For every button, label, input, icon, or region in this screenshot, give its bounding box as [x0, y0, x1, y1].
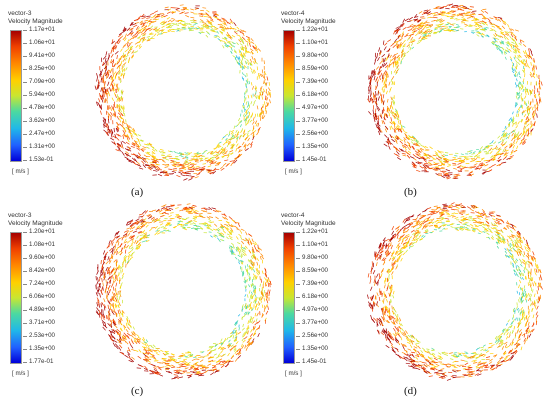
legend-tick: 1.31e+00: [23, 143, 55, 150]
legend-tick: 4.97e+00: [296, 104, 328, 111]
legend-name: vector-3: [8, 10, 32, 17]
legend-tick: 6.06e+00: [23, 293, 55, 300]
caption-c: (c): [131, 385, 144, 397]
caption-b: (b): [404, 186, 417, 198]
legend-tick: 1.06e+01: [23, 39, 55, 46]
vector-arrows: [367, 3, 543, 180]
velocity-vector-ring-b: [367, 3, 543, 180]
legend-tick: 8.42e+00: [23, 267, 55, 274]
caption-d: (d): [404, 385, 417, 397]
legend-tick: 9.41e+00: [23, 52, 55, 59]
legend-tick: 1.10e+01: [296, 241, 328, 248]
legend-name: vector-3: [8, 212, 32, 219]
legend-tick: 8.59e+00: [296, 65, 328, 72]
legend-tick: 5.94e+00: [23, 91, 55, 98]
legend-tick: 1.08e+01: [23, 241, 55, 248]
legend-tick: 1.45e-01: [295, 156, 327, 163]
legend-tick: 2.53e+00: [23, 332, 55, 339]
legend-tick: 7.39e+00: [296, 78, 328, 85]
legend-tick: 1.22e+01: [296, 228, 328, 235]
legend-tick: 1.53e-01: [22, 156, 54, 163]
legend-tick: 2.47e+00: [23, 130, 55, 137]
legend-tick: 4.89e+00: [23, 306, 55, 313]
legend-tick: 3.62e+00: [23, 117, 55, 124]
legend-unit: [ m/s ]: [12, 370, 29, 377]
vector-arrows: [95, 203, 272, 380]
vector-arrows: [94, 4, 271, 181]
vector-arrows: [367, 202, 543, 381]
legend-tick: 2.56e+00: [296, 332, 328, 339]
legend-tick: 1.35e+00: [296, 143, 328, 150]
legend-tick: 1.20e+01: [23, 228, 55, 235]
colorbar: [10, 30, 22, 162]
velocity-vector-ring-a: [94, 4, 271, 181]
legend-tick: 9.80e+00: [296, 52, 328, 59]
legend-unit: [ m/s ]: [285, 370, 302, 377]
legend-tick: 1.35e+00: [23, 345, 55, 352]
velocity-vector-ring-d: [367, 202, 543, 381]
legend-tick: 1.45e-01: [295, 358, 327, 365]
velocity-vector-ring-c: [95, 203, 272, 380]
legend-tick: 7.24e+00: [23, 280, 55, 287]
legend-tick: 7.39e+00: [296, 280, 328, 287]
legend-tick: 4.78e+00: [23, 104, 55, 111]
legend-title: Velocity Magnitude: [8, 220, 63, 227]
legend-tick: 8.59e+00: [296, 267, 328, 274]
legend-title: Velocity Magnitude: [281, 18, 336, 25]
legend-unit: [ m/s ]: [12, 168, 29, 175]
legend-tick: 9.60e+00: [23, 254, 55, 261]
legend-tick: 1.17e+01: [23, 26, 55, 33]
colorbar: [283, 232, 295, 364]
legend-tick: 8.25e+00: [23, 65, 55, 72]
legend-unit: [ m/s ]: [285, 168, 302, 175]
colorbar: [283, 30, 295, 162]
legend-tick: 9.80e+00: [296, 254, 328, 261]
legend-tick: 3.77e+00: [296, 319, 328, 326]
legend-tick: 6.18e+00: [296, 293, 328, 300]
legend-tick: 1.10e+01: [296, 39, 328, 46]
legend-tick: 6.18e+00: [296, 91, 328, 98]
legend-tick: 3.71e+00: [23, 319, 55, 326]
caption-a: (a): [131, 186, 144, 198]
colorbar: [10, 232, 22, 364]
legend-name: vector-4: [281, 10, 305, 17]
legend-tick: 3.77e+00: [296, 117, 328, 124]
legend-tick: 1.35e+00: [296, 345, 328, 352]
legend-tick: 2.56e+00: [296, 130, 328, 137]
legend-tick: 1.77e-01: [22, 358, 54, 365]
legend-title: Velocity Magnitude: [8, 18, 63, 25]
legend-tick: 1.22e+01: [296, 26, 328, 33]
legend-tick: 4.97e+00: [296, 306, 328, 313]
legend-title: Velocity Magnitude: [281, 220, 336, 227]
legend-name: vector-4: [281, 212, 305, 219]
legend-tick: 7.09e+00: [23, 78, 55, 85]
